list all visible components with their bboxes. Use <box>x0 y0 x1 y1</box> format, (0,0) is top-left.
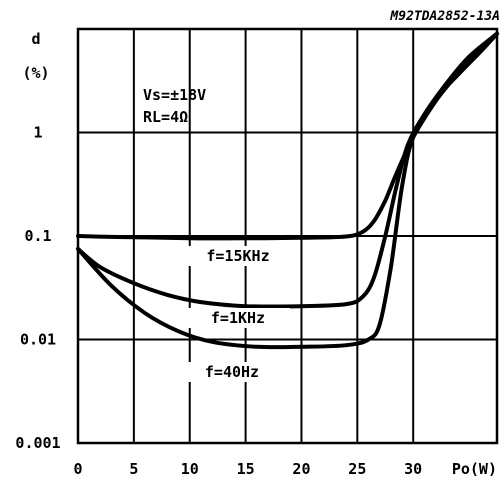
series-label-f-1khz: f=1KHz <box>211 309 265 327</box>
x-tick-5: 5 <box>129 460 138 478</box>
series-label-f-15khz: f=15KHz <box>206 247 269 265</box>
reference-code: M92TDA2852-13A <box>389 9 500 24</box>
series-labels: f=15KHz f=1KHz f=40Hz <box>180 246 290 382</box>
y-tick-0.001: 0.001 <box>15 434 60 452</box>
x-tick-15: 15 <box>237 460 255 478</box>
x-tick-25: 25 <box>348 460 366 478</box>
series-line-f-15khz <box>76 31 499 241</box>
y-axis-unit: (%) <box>22 64 49 82</box>
y-axis-label: d <box>31 30 40 48</box>
series-label-bg-f-15khz <box>186 246 290 266</box>
x-tick-0: 0 <box>73 460 82 478</box>
plot-frame <box>76 27 499 445</box>
y-tick-0.1: 0.1 <box>24 227 51 245</box>
series-label-bg-f-1khz <box>186 308 290 328</box>
annotations: Vs=±18V RL=4Ω <box>143 86 206 126</box>
tick-labels: 0 5 10 15 20 25 30 1 0.1 0.01 0.001 <box>15 124 422 479</box>
x-axis-label: Po(W) <box>452 460 497 478</box>
x-tick-30: 30 <box>404 460 422 478</box>
series-line-f-40hz <box>76 31 499 350</box>
series-label-f-40hz: f=40Hz <box>205 363 259 381</box>
annotation-1: RL=4Ω <box>143 108 188 126</box>
x-tick-20: 20 <box>292 460 310 478</box>
series-label-bg-f-40hz <box>180 362 284 382</box>
series-curves <box>76 31 499 350</box>
y-tick-1: 1 <box>33 124 42 142</box>
y-tick-0.01: 0.01 <box>20 331 56 349</box>
annotation-0: Vs=±18V <box>143 86 206 104</box>
x-tick-10: 10 <box>181 460 199 478</box>
